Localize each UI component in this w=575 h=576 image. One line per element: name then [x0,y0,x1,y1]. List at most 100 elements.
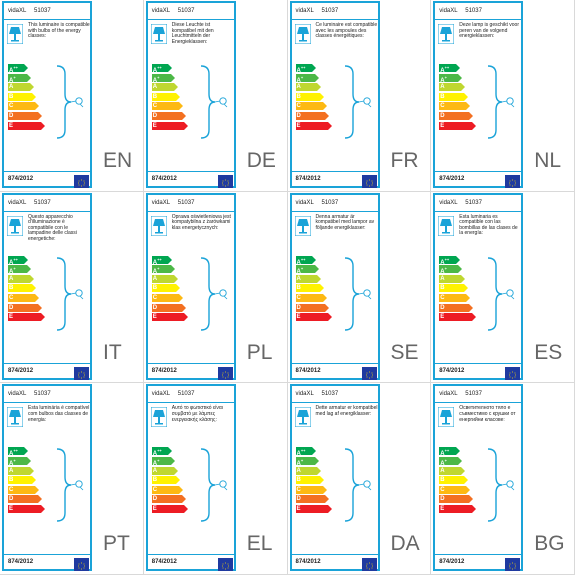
label-cell-nl: vidaXL 51037 Deze lamp is geschikt voor pe… [431,0,575,192]
regulation-number: 874/2012 [151,367,177,374]
language-code: DA [390,532,420,556]
energy-label-card: vidaXL 51037 Denna armatur är kompatibel m… [289,192,380,380]
energy-class-letter: C [296,486,301,493]
energy-class-plus: ++ [157,256,162,262]
energy-class-letter: A [9,68,14,74]
compatibility-text: Denna armatur är kompatibel med lampor a… [315,213,375,231]
energy-class-bar: A+ [151,265,175,276]
energy-class-letter: C [440,103,445,110]
energy-class-bar: B [8,284,38,293]
eu-flag-icon [361,175,377,188]
compatibility-text: Αυτό το φωτιστικό είναι συμβατό με λάμπε… [171,405,223,423]
energy-class-plus: ++ [444,65,450,70]
energy-class-bar: C [151,485,184,494]
energy-class-bar: A++ [439,255,460,266]
energy-class-bar: A [295,274,321,283]
header-divider [291,402,378,404]
energy-class-bar: E [151,313,188,322]
header-divider [147,19,234,20]
energy-class-bar: D [295,111,330,120]
energy-class-bar: A+ [295,456,319,467]
energy-class-scale: A++ A+ A B C D E [151,64,188,131]
energy-class-bar: A++ [439,447,460,457]
energy-class-letter: E [9,314,14,321]
language-code: ES [534,340,563,364]
brand-name: vidaXL [151,8,171,14]
bulb-range-brace-icon [341,447,377,523]
energy-class-letter: D [9,112,14,119]
energy-class-bar: D [8,111,42,120]
energy-class-letter: A [152,68,158,74]
energy-class-letter: C [152,295,158,302]
energy-label-card: vidaXL 51037 Deze lamp is geschikt voor pe… [433,1,524,188]
energy-class-bar: A [8,466,34,475]
header-divider [4,402,90,404]
energy-class-letter: A [9,467,14,474]
energy-class-letter: B [9,93,14,100]
energy-class-bar: B [8,476,38,485]
energy-class-bar: C [8,485,40,494]
energy-class-bar: D [151,303,186,312]
energy-class-bar: E [8,121,45,130]
energy-label-card: vidaXL 51037 This luminaire is compatible … [2,1,92,188]
energy-class-bar: B [295,476,325,485]
energy-class-letter: A [152,84,158,91]
table-lamp-icon [150,215,168,237]
energy-class-plus: + [444,266,447,272]
energy-class-bar: E [295,313,332,322]
model-number: 51037 [321,8,339,14]
energy-class-bar: A [439,274,465,283]
energy-class-letter: A [296,451,301,458]
energy-class-bar: D [439,495,474,504]
energy-class-scale: A++ A+ A B C D E [295,447,332,514]
energy-class-letter: E [440,314,445,321]
label-cell-en: vidaXL 51037 This luminaire is compatible … [0,0,144,192]
energy-class-letter: A [152,269,158,276]
energy-class-letter: D [440,112,445,119]
energy-class-plus: + [444,74,447,80]
eu-flag-icon [74,366,89,380]
table-lamp-icon [6,406,24,428]
bulb-range-brace-icon [53,256,89,332]
energy-class-plus: ++ [444,448,450,454]
energy-class-bar: A+ [295,73,319,84]
energy-class-letter: D [296,112,301,119]
energy-class-scale: A++ A+ A B C D E [439,447,476,514]
energy-class-letter: C [152,103,158,110]
energy-class-bar: C [151,102,184,111]
compatibility-text: Dette armatur er kompatibel med lag af e… [315,405,378,417]
energy-class-bar: B [8,92,38,101]
bulb-range-brace-icon [484,64,520,140]
energy-class-letter: D [9,496,14,503]
energy-class-bar: B [295,92,325,101]
energy-class-bar: A [151,274,178,283]
energy-class-plus: + [13,457,16,463]
energy-class-bar: D [439,303,474,312]
eu-flag-icon [217,175,233,188]
brand-name: vidaXL [295,8,314,14]
energy-class-bar: D [8,303,42,312]
regulation-number: 874/2012 [439,176,465,182]
energy-class-bar: A [439,83,465,92]
header-divider [147,402,234,404]
regulation-number: 874/2012 [8,176,34,182]
energy-class-letter: A [296,460,301,467]
energy-class-letter: B [152,285,158,292]
energy-class-letter: A [440,77,445,84]
language-code: NL [534,149,562,172]
energy-class-letter: D [152,304,158,311]
label-cell-se: vidaXL 51037 Denna armatur är kompatibel m… [287,191,432,384]
language-code: IT [103,340,122,364]
energy-class-letter: A [9,275,14,282]
energy-label-card: vidaXL 51037 Осветителното тяло е съвмести… [433,384,524,572]
language-code: PT [103,532,130,556]
table-lamp-icon [6,215,24,237]
energy-class-bar: A++ [295,64,317,74]
energy-class-bar: B [151,284,181,293]
energy-class-bar: C [439,294,471,303]
energy-class-bar: E [8,504,45,513]
model-number: 51037 [465,391,482,398]
model-number: 51037 [34,8,51,14]
energy-label-card: vidaXL 51037 Esta luminária é compatível c… [2,384,92,572]
table-lamp-icon [437,23,455,45]
